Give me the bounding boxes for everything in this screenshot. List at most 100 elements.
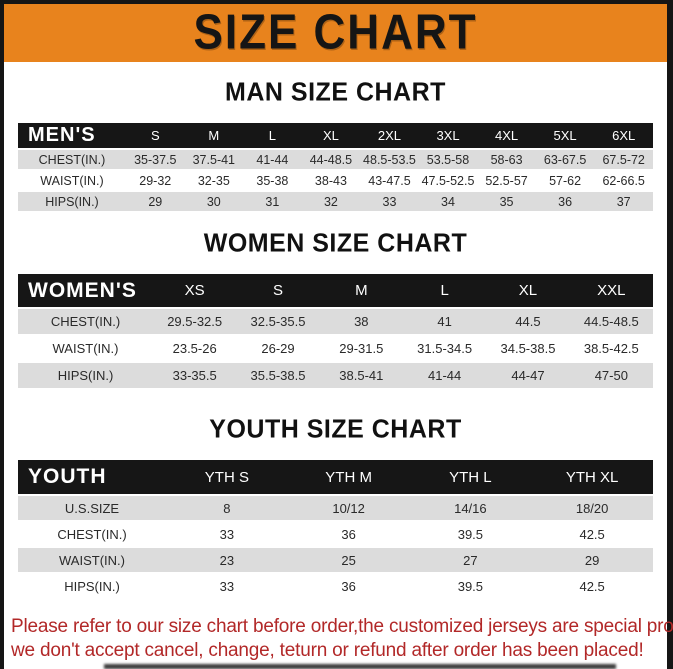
measurement-row: CHEST(IN.) 29.5-32.5 32.5-35.5 38 41 44.5 44.5…: [18, 309, 653, 334]
measurement-value: 36: [287, 522, 410, 546]
measurement-value: 23.5-26: [153, 336, 237, 361]
measurement-value: 44.5: [486, 309, 570, 334]
order-policy-note: Please refer to our size chart before or…: [4, 615, 673, 663]
measurement-value: 23: [166, 548, 288, 572]
measurement-label: CHEST(IN.): [18, 309, 153, 334]
measurement-value: 27: [409, 548, 532, 572]
order-policy-line1: Please refer to our size chart before or…: [11, 616, 673, 637]
section-heading-youth: YOUTH SIZE CHART: [209, 414, 462, 444]
section-heading-men: MAN SIZE CHART: [225, 77, 446, 107]
size-column-header: YTH L: [409, 460, 532, 494]
size-column-header: XL: [486, 274, 570, 307]
men-size-table: MEN'S S M L XL 2XL 3XL 4XL 5XL 6XL CHEST(IN.) 35-3…: [18, 121, 653, 213]
measurement-value: 29: [531, 548, 653, 572]
measurement-value: 32: [301, 192, 361, 211]
section-heading-women: WOMEN SIZE CHART: [203, 228, 468, 258]
measurement-value: 67.5-72: [594, 150, 653, 169]
measurement-value: 53.5-58: [418, 150, 478, 169]
women-size-table: WOMEN'S XS S M L XL XXL CHEST(IN.) 29.5-32.5 32.…: [18, 272, 653, 390]
measurement-value: 58-63: [477, 150, 536, 169]
measurement-value: 36: [287, 574, 410, 598]
measurement-value: 47-50: [569, 363, 653, 388]
measurement-value: 8: [166, 496, 288, 520]
measurement-value: 62-66.5: [594, 171, 653, 190]
measurement-value: 42.5: [531, 522, 653, 546]
measurement-label: CHEST(IN.): [18, 150, 126, 169]
size-column-header: 4XL: [477, 123, 536, 148]
measurement-value: 14/16: [409, 496, 532, 520]
measurement-value: 47.5-52.5: [418, 171, 478, 190]
measurement-value: 44.5-48.5: [569, 309, 653, 334]
measurement-value: 38.5-42.5: [569, 336, 653, 361]
measurement-label: U.S.SIZE: [18, 496, 166, 520]
measurement-value: 36: [535, 192, 595, 211]
measurement-label: WAIST(IN.): [18, 548, 166, 572]
measurement-value: 33: [360, 192, 419, 211]
size-column-header: S: [236, 274, 320, 307]
measurement-value: 32.5-35.5: [236, 309, 320, 334]
size-column-header: 5XL: [535, 123, 595, 148]
measurement-value: 41-44: [243, 150, 302, 169]
measurement-value: 34: [418, 192, 478, 211]
size-column-header: M: [319, 274, 403, 307]
measurement-row: WAIST(IN.) 23.5-26 26-29 29-31.5 31.5-34.5 34…: [18, 336, 653, 361]
measurement-label: CHEST(IN.): [18, 522, 166, 546]
measurement-value: 35-37.5: [126, 150, 185, 169]
size-column-header: XL: [301, 123, 361, 148]
measurement-row: CHEST(IN.) 33 36 39.5 42.5: [18, 522, 653, 546]
table-corner-label: WOMEN'S: [18, 274, 153, 307]
youth-size-table: YOUTH YTH S YTH M YTH L YTH XL U.S.SIZE 8 10/1…: [18, 458, 653, 600]
measurement-value: 33: [166, 574, 288, 598]
measurement-row: WAIST(IN.) 23 25 27 29: [18, 548, 653, 572]
measurement-value: 29-31.5: [319, 336, 403, 361]
measurement-value: 18/20: [531, 496, 653, 520]
measurement-row: CHEST(IN.) 35-37.5 37.5-41 41-44 44-48.5 48.5…: [18, 150, 653, 169]
size-column-header: XXL: [569, 274, 653, 307]
measurement-value: 30: [184, 192, 244, 211]
measurement-label: HIPS(IN.): [18, 363, 153, 388]
measurement-value: 38-43: [301, 171, 361, 190]
size-column-header: 6XL: [594, 123, 653, 148]
measurement-value: 48.5-53.5: [360, 150, 419, 169]
measurement-value: 39.5: [409, 522, 532, 546]
table-corner-label: MEN'S: [18, 123, 126, 148]
measurement-value: 41-44: [402, 363, 487, 388]
size-column-header: YTH XL: [531, 460, 653, 494]
size-column-header: 2XL: [360, 123, 419, 148]
measurement-value: 37.5-41: [184, 150, 244, 169]
size-column-header: XS: [153, 274, 237, 307]
measurement-value: 26-29: [236, 336, 320, 361]
size-column-header: 3XL: [418, 123, 478, 148]
measurement-value: 52.5-57: [477, 171, 536, 190]
measurement-value: 10/12: [287, 496, 410, 520]
measurement-label: HIPS(IN.): [18, 192, 126, 211]
measurement-row: U.S.SIZE 8 10/12 14/16 18/20: [18, 496, 653, 520]
measurement-label: HIPS(IN.): [18, 574, 166, 598]
measurement-value: 29-32: [126, 171, 185, 190]
size-chart-banner: SIZE CHART: [4, 4, 667, 62]
size-column-header: L: [402, 274, 487, 307]
measurement-row: HIPS(IN.) 33-35.5 35.5-38.5 38.5-41 41-44 44-…: [18, 363, 653, 388]
size-header-row: WOMEN'S XS S M L XL XXL: [18, 274, 653, 307]
measurement-value: 63-67.5: [535, 150, 595, 169]
measurement-value: 42.5: [531, 574, 653, 598]
measurement-value: 34.5-38.5: [486, 336, 570, 361]
size-column-header: S: [126, 123, 185, 148]
size-header-row: YOUTH YTH S YTH M YTH L YTH XL: [18, 460, 653, 494]
bottom-partial-bar: [104, 664, 616, 669]
measurement-value: 57-62: [535, 171, 595, 190]
order-policy-line2: we don't accept cancel, change, teturn o…: [11, 640, 644, 661]
measurement-value: 29.5-32.5: [153, 309, 237, 334]
measurement-value: 33-35.5: [153, 363, 237, 388]
measurement-value: 37: [594, 192, 653, 211]
measurement-row: HIPS(IN.) 29 30 31 32 33 34 35 36 37: [18, 192, 653, 211]
measurement-label: WAIST(IN.): [18, 336, 153, 361]
measurement-value: 33: [166, 522, 288, 546]
measurement-value: 44-48.5: [301, 150, 361, 169]
measurement-label: WAIST(IN.): [18, 171, 126, 190]
size-column-header: YTH M: [287, 460, 410, 494]
measurement-value: 31.5-34.5: [402, 336, 487, 361]
measurement-row: WAIST(IN.) 29-32 32-35 35-38 38-43 43-47.5 47.…: [18, 171, 653, 190]
measurement-value: 35: [477, 192, 536, 211]
